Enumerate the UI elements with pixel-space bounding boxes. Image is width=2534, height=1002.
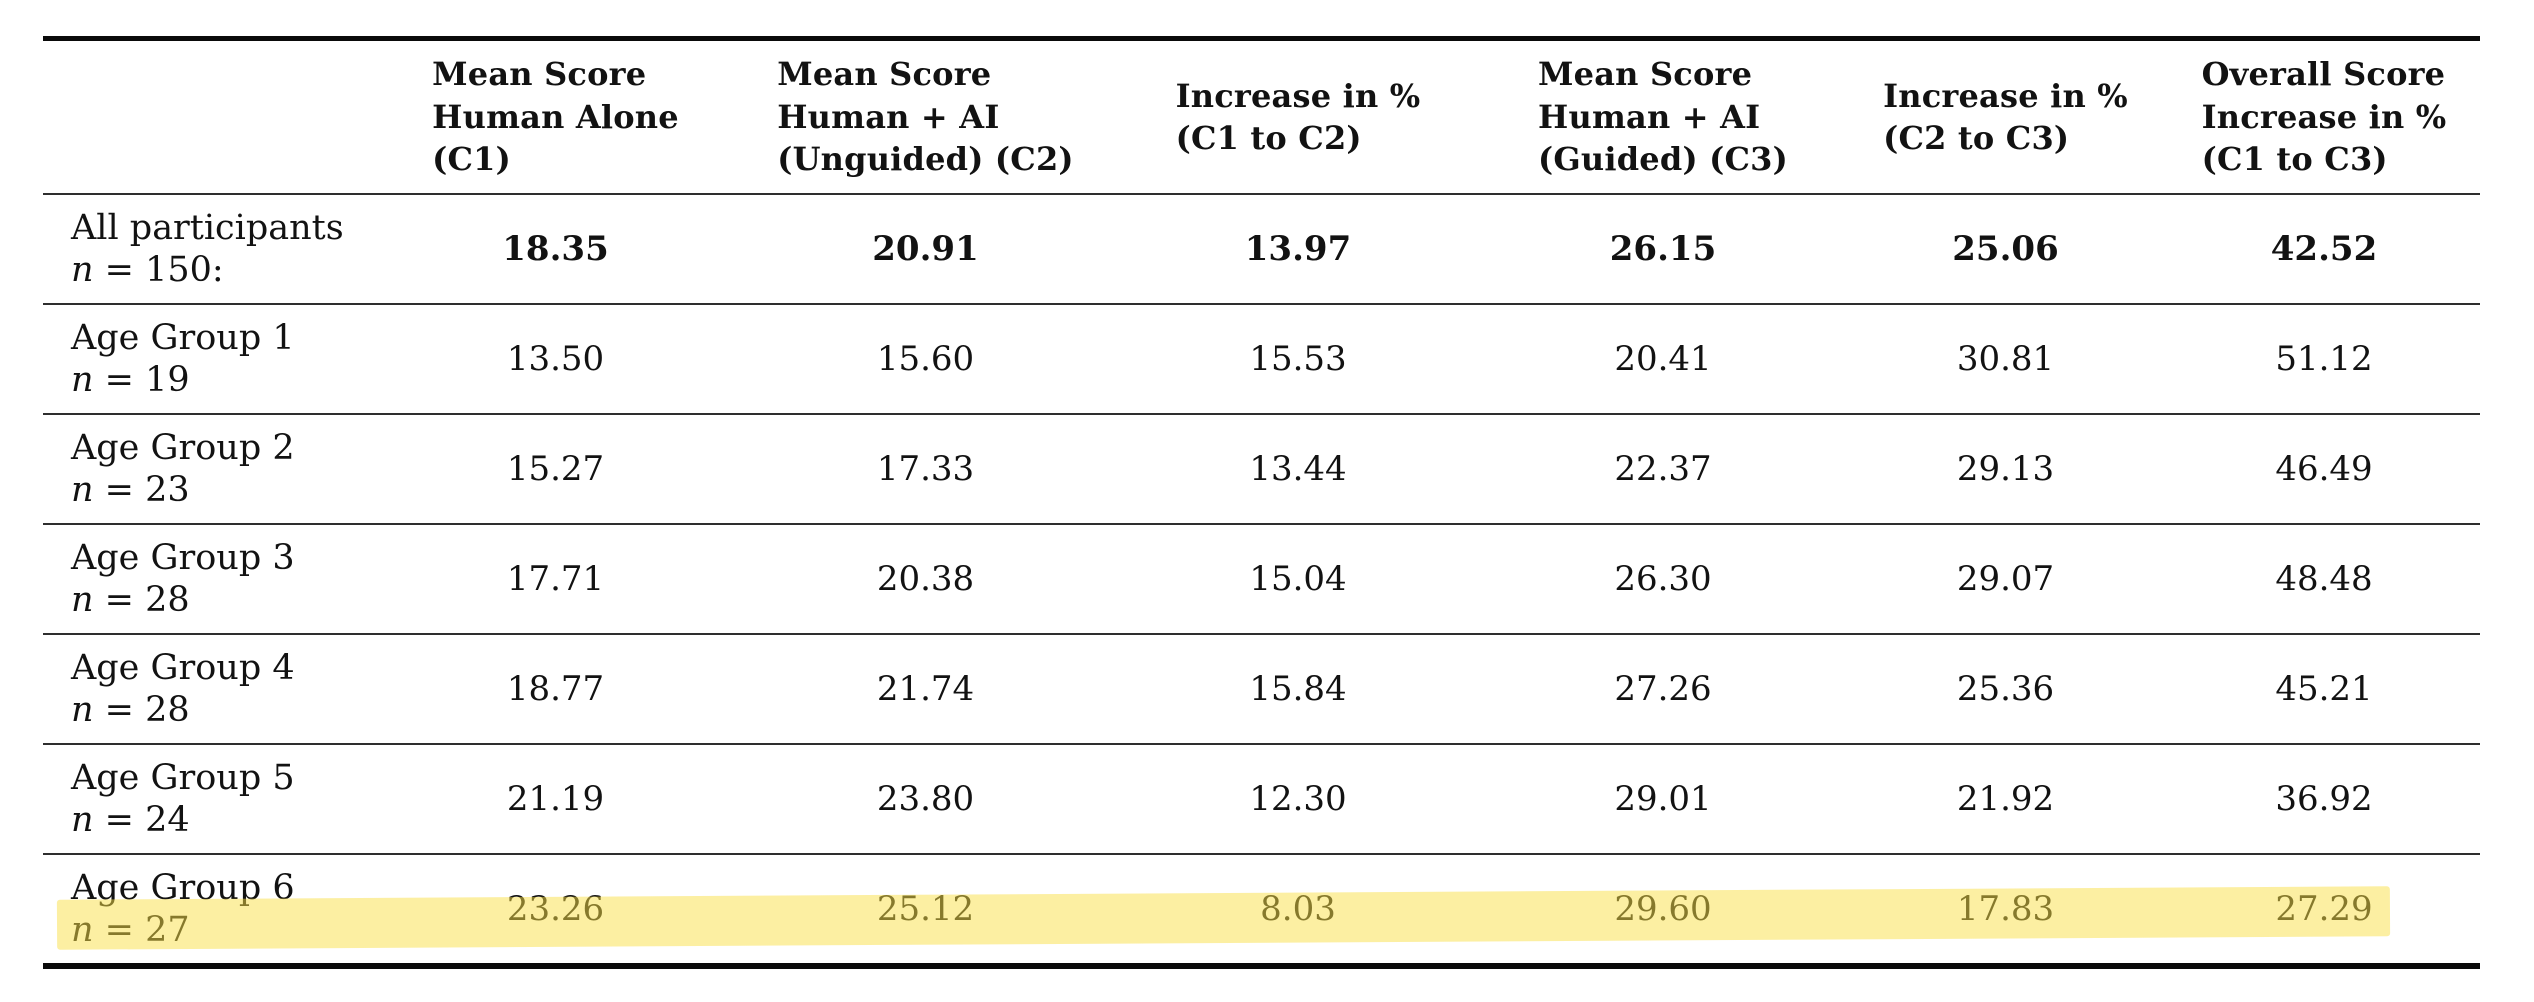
row-label-cell: Age Group 1 n = 19: [43, 304, 373, 414]
score-cell-c1: 13.50: [506, 338, 605, 379]
score-cell-c3: 29.01: [1614, 778, 1712, 819]
row-label-cell: Age Group 5 n = 24: [43, 744, 373, 854]
increase-cell-c1-c2: 12.30: [1249, 778, 1347, 819]
score-cell-c3: 26.15: [1609, 228, 1717, 269]
increase-cell-c1-c2: 13.44: [1249, 448, 1347, 489]
row-label-cell: Age Group 4 n = 28: [43, 634, 373, 744]
increase-cell-c2-c3: 21.92: [1956, 778, 2055, 819]
row-n-label: n = 27: [71, 909, 190, 950]
increase-cell-c2-c3: 25.36: [1956, 668, 2055, 709]
increase-cell-c1-c2: 15.04: [1249, 558, 1347, 599]
overall-increase-cell: 27.29: [2275, 888, 2373, 929]
header-row: Mean Score Human Alone (C1) Mean Score H…: [43, 39, 2480, 194]
table-row: Age Group 6 n = 27 23.26 25.12 8.03 29.6…: [43, 854, 2480, 966]
score-cell-c2: 17.33: [876, 448, 975, 489]
header-cell-increase-c2-c3: Increase in % (C2 to C3): [1843, 39, 2168, 194]
score-cell-c2: 15.60: [876, 338, 975, 379]
results-table-container: Mean Score Human Alone (C1) Mean Score H…: [43, 36, 2480, 969]
score-cell-c3: 20.41: [1614, 338, 1712, 379]
overall-increase-cell: 36.92: [2275, 778, 2373, 819]
header-cell-c3: Mean Score Human + AI (Guided) (C3): [1483, 39, 1843, 194]
score-cell-c2: 23.80: [876, 778, 975, 819]
score-cell-c1: 18.35: [502, 228, 609, 269]
increase-cell-c2-c3: 30.81: [1956, 338, 2055, 379]
increase-cell-c1-c2: 15.53: [1249, 338, 1347, 379]
column-title: Mean Score Human + AI (Guided) (C3): [1538, 55, 1788, 178]
increase-cell-c2-c3: 17.83: [1956, 888, 2055, 929]
increase-cell-c1-c2: 13.97: [1244, 228, 1352, 269]
row-n-label: n = 24: [71, 799, 190, 840]
overall-increase-cell: 42.52: [2270, 228, 2378, 269]
score-cell-c1: 17.71: [506, 558, 605, 599]
score-cell-c2: 21.74: [876, 668, 975, 709]
table-row: Age Group 3 n = 28 17.71 20.38 15.04 26.…: [43, 524, 2480, 634]
table-row: Age Group 2 n = 23 15.27 17.33 13.44 22.…: [43, 414, 2480, 524]
row-n-label: n = 28: [71, 689, 190, 730]
row-label-cell: Age Group 3 n = 28: [43, 524, 373, 634]
row-group-label: Age Group 2: [71, 427, 295, 468]
row-group-label: All participants: [71, 207, 344, 248]
overall-increase-cell: 48.48: [2275, 558, 2373, 599]
score-cell-c3: 26.30: [1614, 558, 1712, 599]
row-label-cell: All participants n = 150:: [43, 194, 373, 304]
score-cell-c1: 21.19: [506, 778, 605, 819]
increase-cell-c1-c2: 15.84: [1249, 668, 1347, 709]
table-body: All participants n = 150: 18.35 20.91 13…: [43, 194, 2480, 966]
overall-increase-cell: 45.21: [2275, 668, 2373, 709]
score-cell-c2: 25.12: [876, 888, 975, 929]
row-group-label: Age Group 1: [71, 317, 295, 358]
row-n-label: n = 150:: [71, 249, 224, 290]
increase-cell-c2-c3: 29.07: [1956, 558, 2055, 599]
column-title: Mean Score Human Alone (C1): [432, 55, 679, 178]
header-cell-overall-increase: Overall Score Increase in % (C1 to C3): [2168, 39, 2480, 194]
row-group-label: Age Group 3: [71, 537, 295, 578]
row-label-cell: Age Group 2 n = 23: [43, 414, 373, 524]
column-title: Mean Score Human + AI (Unguided) (C2): [777, 55, 1074, 178]
overall-increase-cell: 51.12: [2275, 338, 2373, 379]
table-row: All participants n = 150: 18.35 20.91 13…: [43, 194, 2480, 304]
results-table: Mean Score Human Alone (C1) Mean Score H…: [43, 36, 2480, 969]
column-title: Increase in % (C1 to C2): [1175, 76, 1421, 157]
column-title: Overall Score Increase in % (C1 to C3): [2201, 55, 2447, 178]
increase-cell-c2-c3: 25.06: [1952, 228, 2059, 269]
header-cell-increase-c1-c2: Increase in % (C1 to C2): [1113, 39, 1483, 194]
score-cell-c2: 20.38: [876, 558, 975, 599]
increase-cell-c2-c3: 29.13: [1956, 448, 2055, 489]
overall-increase-cell: 46.49: [2275, 448, 2373, 489]
row-n-label: n = 23: [71, 469, 190, 510]
score-cell-c1: 23.26: [506, 888, 605, 929]
table-row: Age Group 1 n = 19 13.50 15.60 15.53 20.…: [43, 304, 2480, 414]
score-cell-c3: 22.37: [1614, 448, 1712, 489]
increase-cell-c1-c2: 8.03: [1260, 888, 1336, 929]
row-n-label: n = 19: [71, 359, 190, 400]
row-group-label: Age Group 6: [71, 867, 295, 908]
table-row: Age Group 4 n = 28 18.77 21.74 15.84 27.…: [43, 634, 2480, 744]
header-cell-c1: Mean Score Human Alone (C1): [373, 39, 738, 194]
row-group-label: Age Group 5: [71, 757, 295, 798]
column-title: Increase in % (C2 to C3): [1883, 76, 2128, 157]
header-cell-empty: [43, 39, 373, 194]
score-cell-c3: 27.26: [1614, 668, 1712, 709]
score-cell-c1: 18.77: [506, 668, 605, 709]
header-cell-c2: Mean Score Human + AI (Unguided) (C2): [738, 39, 1113, 194]
score-cell-c3: 29.60: [1614, 888, 1712, 929]
table-row: Age Group 5 n = 24 21.19 23.80 12.30 29.…: [43, 744, 2480, 854]
row-group-label: Age Group 4: [71, 647, 295, 688]
score-cell-c1: 15.27: [506, 448, 605, 489]
row-label-cell: Age Group 6 n = 27: [43, 854, 373, 966]
score-cell-c2: 20.91: [872, 228, 979, 269]
table-header: Mean Score Human Alone (C1) Mean Score H…: [43, 39, 2480, 194]
row-n-label: n = 28: [71, 579, 190, 620]
